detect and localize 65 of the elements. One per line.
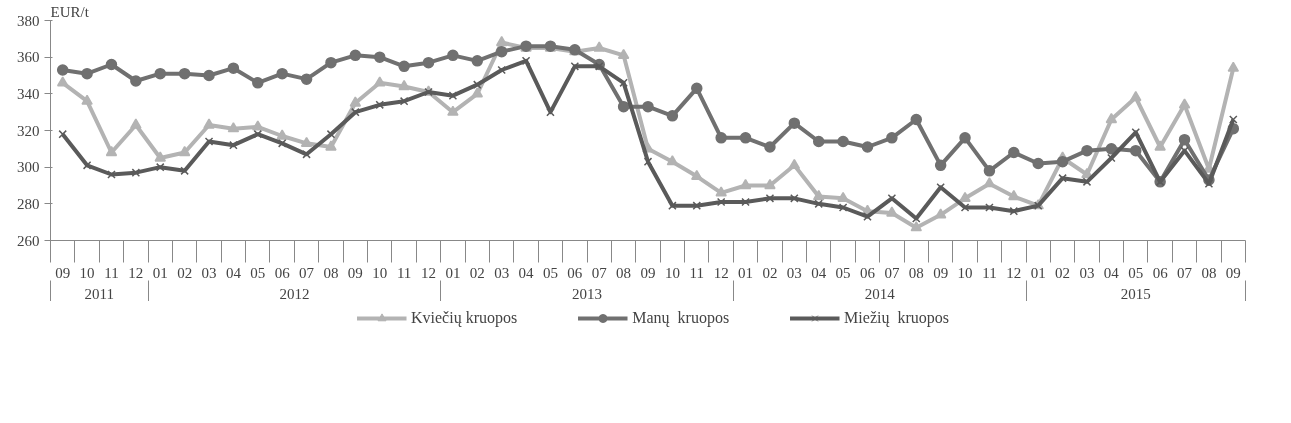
x-tick-label: 11 (982, 264, 997, 281)
y-tick-label: 320 (17, 122, 40, 139)
x-tick-label: 08 (323, 264, 339, 281)
text: 2012 (279, 285, 310, 302)
x-tick-label: 12 (421, 264, 437, 281)
text: 2014 (864, 285, 896, 302)
x-tick-label: 01 (445, 264, 461, 281)
x-tick-label: 06 (1152, 264, 1169, 281)
x-tick-label: 04 (811, 264, 827, 281)
x-tick-label: 11 (689, 264, 705, 281)
y-tick-label: 300 (17, 159, 40, 176)
x-tick-label: 10 (79, 264, 95, 281)
x-tick-label: 03 (494, 264, 510, 281)
x-tick-label: 06 (567, 264, 583, 281)
x-tick-label: 09 (55, 264, 71, 281)
x-tick-label: 09 (1225, 264, 1241, 281)
y-tick-label: 340 (17, 85, 40, 102)
x-tick-label: 07 (1177, 264, 1193, 281)
x-tick-label: 01 (738, 264, 754, 281)
x-tick-label: 04 (518, 264, 535, 281)
x-tick-label: 02 (469, 264, 485, 281)
x-tick-label: 11 (104, 264, 119, 281)
x-tick-label: 03 (786, 264, 802, 281)
y-axis-title: EUR/t (50, 3, 90, 20)
x-tick-label: 12 (1006, 264, 1022, 281)
x-tick-label: 03 (1079, 264, 1095, 281)
x-tick-label: 09 (933, 264, 949, 281)
x-tick-label: 02 (762, 264, 778, 281)
y-tick-label: 380 (17, 12, 40, 29)
legend-label: Manų kruopos (632, 309, 730, 327)
x-tick-label: 07 (299, 264, 315, 281)
x-tick-label: 08 (1201, 264, 1217, 281)
x-tick-label: 02 (1055, 264, 1071, 281)
x-tick-label: 08 (908, 264, 924, 281)
legend-label: Kviečių kruopos (411, 309, 518, 327)
x-tick-label: 09 (347, 264, 363, 281)
x-tick-label: 03 (201, 264, 217, 281)
y-tick-label: 360 (17, 49, 40, 66)
x-tick-label: 05 (1128, 264, 1144, 281)
x-tick-label: 12 (128, 264, 144, 281)
y-tick-label: 280 (17, 195, 40, 212)
x-tick-label: 01 (1030, 264, 1046, 281)
x-tick-label: 10 (957, 264, 973, 281)
x-tick-label: 07 (591, 264, 608, 281)
x-tick-label: 05 (835, 264, 851, 281)
x-tick-label: 09 (640, 264, 656, 281)
legend-label: Miežių kruopos (844, 309, 949, 327)
x-tick-label: 10 (372, 264, 388, 281)
x-tick-label: 11 (396, 264, 412, 281)
x-tick-label: 01 (152, 264, 168, 281)
x-tick-label: 02 (177, 264, 193, 281)
x-tick-label: 10 (664, 264, 680, 281)
x-tick-label: 06 (274, 264, 291, 281)
x-tick-label: 07 (884, 264, 900, 281)
text: 2011 (84, 285, 115, 302)
x-tick-label: 06 (859, 264, 876, 281)
text: 2015 (1120, 285, 1151, 302)
text: 2013 (572, 285, 603, 302)
x-tick-label: 04 (1103, 264, 1120, 281)
x-tick-label: 04 (225, 264, 242, 281)
y-tick-label: 260 (17, 232, 40, 249)
x-tick-label: 12 (713, 264, 729, 281)
x-tick-label: 08 (616, 264, 632, 281)
x-tick-label: 05 (250, 264, 266, 281)
x-tick-label: 05 (542, 264, 558, 281)
